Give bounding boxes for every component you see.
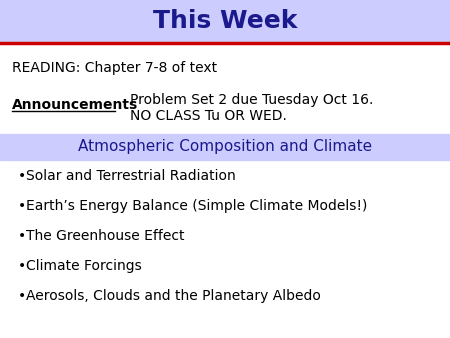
Text: Solar and Terrestrial Radiation: Solar and Terrestrial Radiation xyxy=(26,169,236,183)
Text: Announcements: Announcements xyxy=(12,98,138,112)
Text: READING: Chapter 7-8 of text: READING: Chapter 7-8 of text xyxy=(12,61,217,75)
Text: Earth’s Energy Balance (Simple Climate Models!): Earth’s Energy Balance (Simple Climate M… xyxy=(26,199,367,213)
Text: Atmospheric Composition and Climate: Atmospheric Composition and Climate xyxy=(78,140,372,154)
Text: This Week: This Week xyxy=(153,9,297,33)
Bar xyxy=(0,134,450,160)
Text: •: • xyxy=(18,289,26,303)
Text: •: • xyxy=(18,229,26,243)
Text: •: • xyxy=(18,199,26,213)
Text: Climate Forcings: Climate Forcings xyxy=(26,259,142,273)
Text: NO CLASS Tu OR WED.: NO CLASS Tu OR WED. xyxy=(130,109,287,123)
Text: •: • xyxy=(18,169,26,183)
Text: Aerosols, Clouds and the Planetary Albedo: Aerosols, Clouds and the Planetary Albed… xyxy=(26,289,321,303)
Text: •: • xyxy=(18,259,26,273)
Text: Problem Set 2 due Tuesday Oct 16.: Problem Set 2 due Tuesday Oct 16. xyxy=(130,93,373,107)
Text: The Greenhouse Effect: The Greenhouse Effect xyxy=(26,229,184,243)
Bar xyxy=(0,0,450,42)
